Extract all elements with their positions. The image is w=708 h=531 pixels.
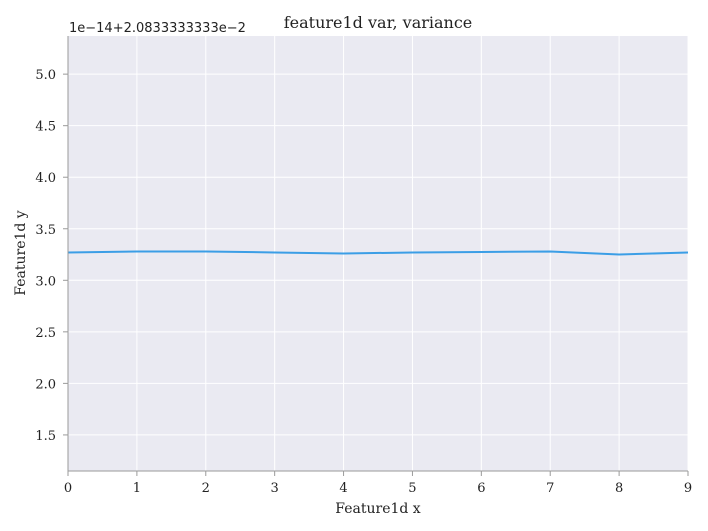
x-tick-label: 8 <box>615 481 623 496</box>
x-grid <box>67 36 689 471</box>
offset-label: 1e−14+2.0833333333e−2 <box>69 21 246 36</box>
series-group <box>67 250 689 256</box>
series-line <box>67 250 689 256</box>
y-tick-label: 1.5 <box>35 429 56 444</box>
x-tick-label: 2 <box>202 481 210 496</box>
y-tick-label: 3.5 <box>35 223 56 238</box>
chart-title: feature1d var, variance <box>284 13 473 32</box>
y-tick-label: 4.5 <box>35 120 56 135</box>
x-tick-label: 6 <box>477 481 485 496</box>
x-tick-label: 0 <box>64 481 72 496</box>
y-ticks: 1.5 2.0 2.5 3.0 3.5 4.0 4.5 5.0 <box>35 68 68 444</box>
y-tick-label: 5.0 <box>35 68 56 83</box>
y-tick-label: 2.5 <box>35 326 56 341</box>
y-tick-label: 3.0 <box>35 274 56 289</box>
y-grid <box>68 73 688 436</box>
x-tick-label: 4 <box>339 481 347 496</box>
y-tick-label: 2.0 <box>35 377 56 392</box>
x-tick-label: 3 <box>271 481 279 496</box>
x-tick-label: 1 <box>133 481 141 496</box>
x-axis-label: Feature1d x <box>335 501 421 517</box>
y-tick-label: 4.0 <box>35 171 56 186</box>
y-axis-label: Feature1d y <box>13 210 29 296</box>
x-tick-label: 7 <box>546 481 554 496</box>
x-ticks: 0 1 2 3 4 5 6 7 8 9 <box>64 471 692 496</box>
x-tick-label: 5 <box>408 481 416 496</box>
x-tick-label: 9 <box>684 481 692 496</box>
